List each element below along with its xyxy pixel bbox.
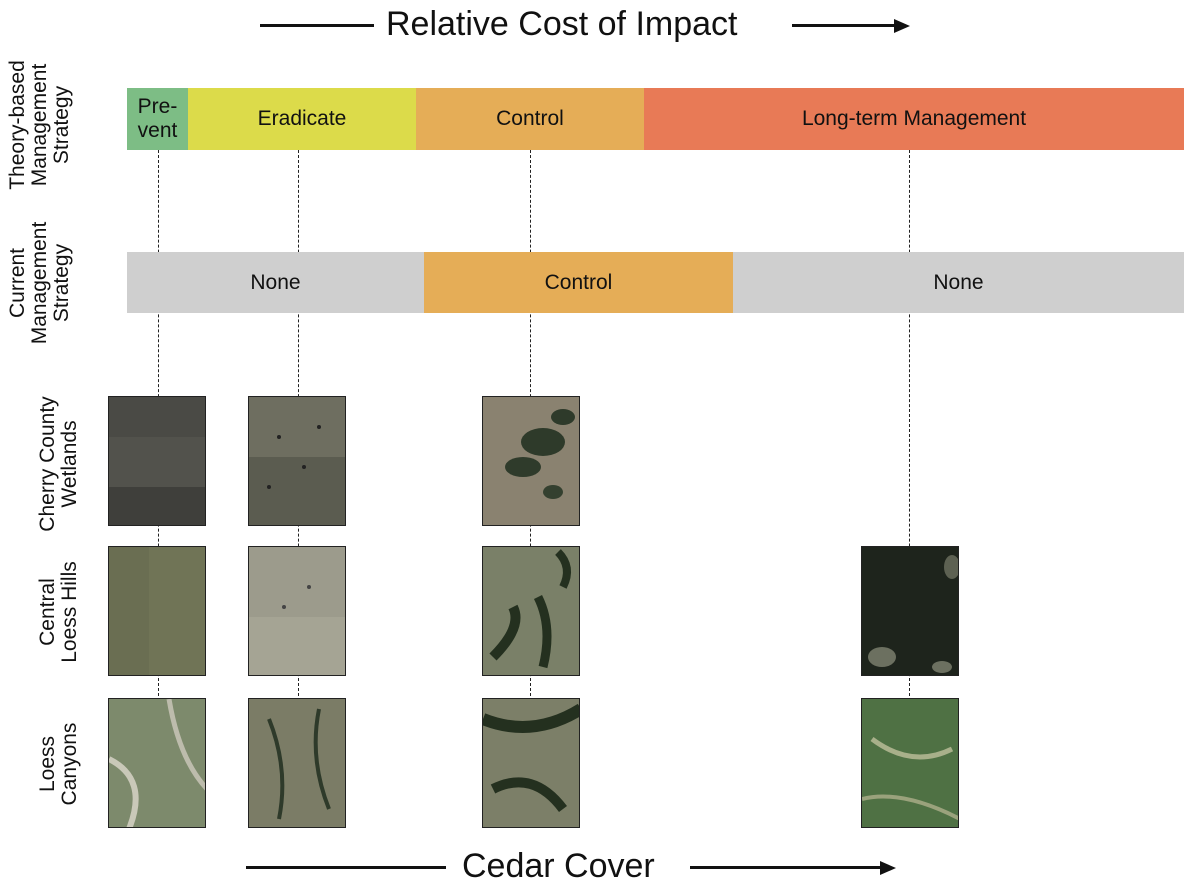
theory-segment-long-term: Long-term Management xyxy=(644,88,1184,150)
row-label-loess-canyons: Loess Canyons xyxy=(36,722,81,806)
bottom-axis-line-right xyxy=(690,866,882,869)
row-label-current: Current Management Strategy xyxy=(6,221,73,345)
aerial-image-canyons-3 xyxy=(482,698,580,828)
aerial-image-canyons-2 xyxy=(248,698,346,828)
current-segment-none-2: None xyxy=(733,252,1184,313)
theory-segment-prevent: Pre-vent xyxy=(127,88,188,150)
bottom-axis-arrowhead xyxy=(880,861,896,875)
theory-segment-control: Control xyxy=(416,88,644,150)
aerial-image-canyons-4 xyxy=(861,698,959,828)
aerial-image-central-3 xyxy=(482,546,580,676)
aerial-image-cherry-1 xyxy=(108,396,206,526)
top-axis-arrowhead xyxy=(894,19,910,33)
row-label-cherry-county: Cherry County Wetlands xyxy=(36,396,81,532)
bottom-axis-title: Cedar Cover xyxy=(462,847,655,885)
aerial-image-central-1 xyxy=(108,546,206,676)
top-axis-line-right xyxy=(792,24,896,27)
aerial-image-central-2 xyxy=(248,546,346,676)
bottom-axis-line-left xyxy=(246,866,446,869)
current-segment-none-1: None xyxy=(127,252,424,313)
aerial-image-cherry-3 xyxy=(482,396,580,526)
row-label-theory: Theory-based Management Strategy xyxy=(6,60,73,190)
theory-segment-eradicate: Eradicate xyxy=(188,88,416,150)
aerial-image-central-4 xyxy=(861,546,959,676)
current-segment-control: Control xyxy=(424,252,733,313)
top-axis-title: Relative Cost of Impact xyxy=(386,5,738,43)
aerial-image-canyons-1 xyxy=(108,698,206,828)
top-axis-line-left xyxy=(260,24,374,27)
row-label-central-loess: Central Loess Hills xyxy=(36,561,81,663)
aerial-image-cherry-2 xyxy=(248,396,346,526)
connector-line-4 xyxy=(909,150,910,696)
